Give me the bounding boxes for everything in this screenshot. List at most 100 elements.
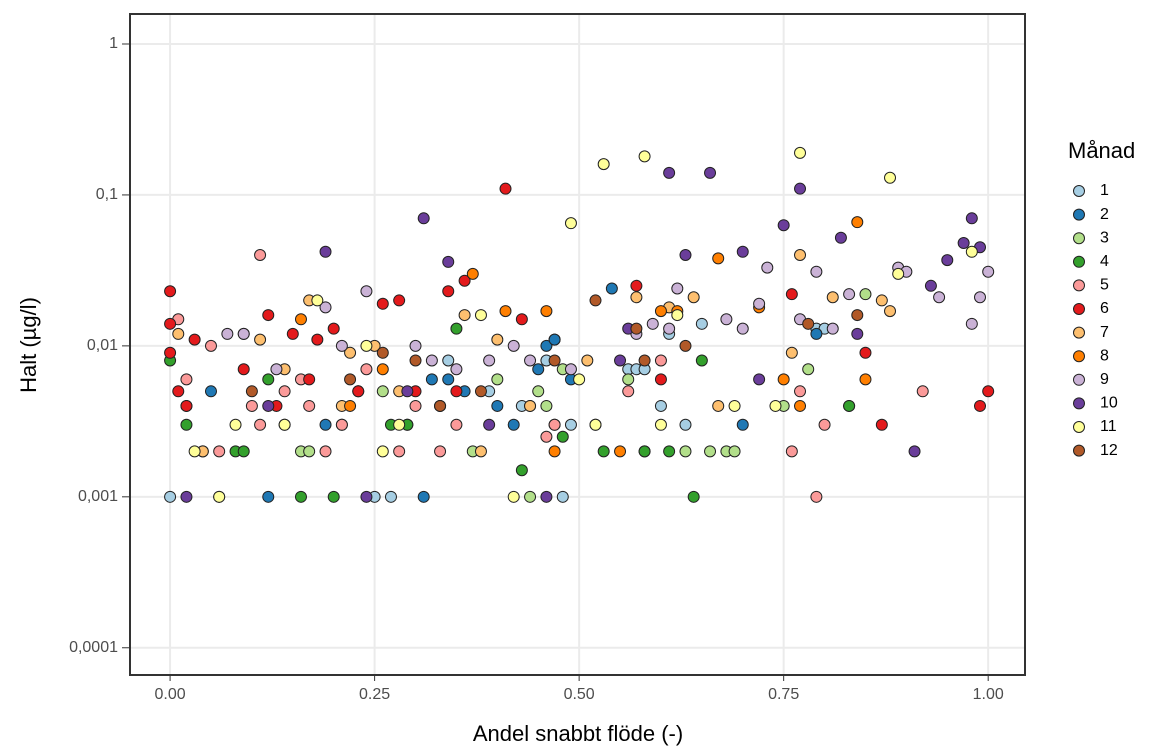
point <box>769 399 782 412</box>
series <box>172 248 929 503</box>
point <box>237 363 250 376</box>
point <box>507 339 520 352</box>
point <box>663 445 676 458</box>
point <box>221 327 234 340</box>
point <box>270 363 283 376</box>
point <box>810 490 823 503</box>
point <box>327 490 340 503</box>
point <box>376 385 389 398</box>
point <box>532 363 545 376</box>
point <box>311 294 324 307</box>
point <box>548 333 561 346</box>
point <box>458 309 471 322</box>
point <box>654 399 667 412</box>
point <box>679 248 692 261</box>
point <box>450 418 463 431</box>
point <box>965 245 978 258</box>
legend-marker <box>1073 444 1085 457</box>
point <box>859 288 872 301</box>
point <box>254 248 267 261</box>
point <box>933 291 946 304</box>
legend-marker <box>1073 373 1085 386</box>
point <box>376 363 389 376</box>
point <box>409 399 422 412</box>
series <box>188 146 978 503</box>
point <box>638 445 651 458</box>
point <box>376 346 389 359</box>
point <box>540 399 553 412</box>
legend-label: 10 <box>1100 395 1118 412</box>
point <box>597 158 610 171</box>
point <box>826 322 839 335</box>
series <box>221 261 995 376</box>
point <box>794 146 807 159</box>
x-tick-label: 0.75 <box>768 686 799 703</box>
point <box>434 399 447 412</box>
point <box>344 373 357 386</box>
point <box>491 373 504 386</box>
point <box>794 182 807 195</box>
y-tick-label: 0,1 <box>96 186 118 203</box>
point <box>474 309 487 322</box>
point <box>851 309 864 322</box>
point <box>335 418 348 431</box>
point <box>204 385 217 398</box>
point <box>564 363 577 376</box>
point <box>843 288 856 301</box>
point <box>785 445 798 458</box>
point <box>589 294 602 307</box>
point <box>908 445 921 458</box>
point <box>319 245 332 258</box>
point <box>335 339 348 352</box>
point <box>679 418 692 431</box>
point <box>564 418 577 431</box>
point <box>687 490 700 503</box>
point <box>532 385 545 398</box>
point <box>188 333 201 346</box>
point <box>679 445 692 458</box>
point <box>450 363 463 376</box>
point <box>409 354 422 367</box>
point <box>982 265 995 278</box>
point <box>278 418 291 431</box>
point <box>254 333 267 346</box>
point <box>548 354 561 367</box>
x-tick-label: 1.00 <box>973 686 1004 703</box>
point <box>704 166 717 179</box>
point <box>524 490 537 503</box>
point <box>556 430 569 443</box>
point <box>311 333 324 346</box>
legend-title: Månad <box>1068 138 1135 163</box>
point <box>442 373 455 386</box>
legend-marker <box>1073 303 1085 315</box>
legend-label: 6 <box>1100 300 1109 317</box>
point <box>622 373 635 386</box>
point <box>695 317 708 330</box>
point <box>393 294 406 307</box>
x-tick-label: 0.25 <box>359 686 390 703</box>
point <box>499 305 512 318</box>
point <box>654 418 667 431</box>
point <box>834 231 847 244</box>
point <box>581 354 594 367</box>
legend-label: 12 <box>1100 442 1118 459</box>
point <box>360 490 373 503</box>
x-tick-label: 0.00 <box>155 686 186 703</box>
point <box>859 373 872 386</box>
point <box>597 445 610 458</box>
point <box>605 282 618 295</box>
point <box>573 373 586 386</box>
point <box>965 212 978 225</box>
point <box>204 339 217 352</box>
point <box>417 212 430 225</box>
point <box>262 309 275 322</box>
point <box>245 385 258 398</box>
series <box>164 182 995 431</box>
point <box>164 317 177 330</box>
point <box>663 322 676 335</box>
point <box>777 373 790 386</box>
point <box>646 317 659 330</box>
point <box>352 385 365 398</box>
point <box>327 322 340 335</box>
